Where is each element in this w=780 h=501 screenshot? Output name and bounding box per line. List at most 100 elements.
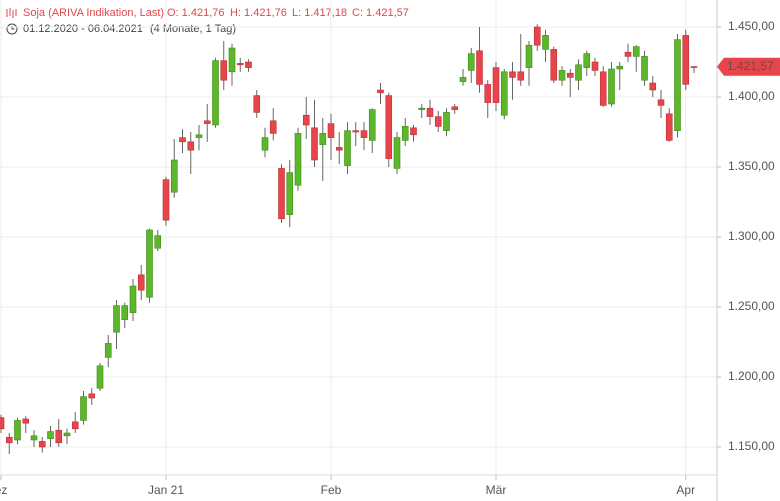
- candle-body: [599, 71, 607, 106]
- candle-body: [624, 51, 632, 57]
- candle-body: [220, 60, 228, 81]
- candle-body: [500, 71, 508, 116]
- candle-body: [335, 147, 343, 151]
- candle-body: [649, 82, 657, 91]
- candle-body: [195, 134, 203, 138]
- candle-body: [286, 172, 294, 215]
- x-tick-label: Jan 21: [148, 483, 184, 497]
- candle-body: [30, 435, 38, 441]
- candle-body: [121, 305, 129, 320]
- candle-body: [665, 113, 673, 141]
- candle-body: [38, 441, 46, 448]
- candle-body: [129, 285, 137, 313]
- candle-body: [22, 418, 30, 424]
- y-tick-label: 1.450,00: [728, 19, 775, 33]
- ohlc-close: C: 1.421,57: [352, 7, 409, 19]
- candle-body: [385, 95, 393, 159]
- candle-body: [278, 168, 285, 220]
- candle-body: [302, 114, 310, 126]
- candle-body: [80, 396, 87, 421]
- candle-body: [575, 64, 582, 81]
- candle-body: [533, 26, 541, 46]
- date-range: 01.12.2020 - 06.04.2021: [23, 23, 143, 35]
- candle-body: [401, 126, 409, 141]
- price-badge-label: 1.421,57: [727, 59, 774, 73]
- x-tick-label: Feb: [321, 483, 342, 497]
- candle-body: [55, 429, 63, 444]
- candle-body: [476, 50, 483, 85]
- candle-body: [187, 141, 195, 151]
- candle-body: [410, 127, 417, 136]
- candle-body: [641, 56, 648, 81]
- candle-body: [162, 179, 170, 221]
- candle-body: [137, 274, 145, 291]
- candle-body: [212, 60, 219, 126]
- ohlc-high: H: 1.421,76: [230, 7, 287, 19]
- candle-body: [566, 72, 574, 78]
- candle-body: [327, 123, 335, 138]
- candle-body: [360, 130, 368, 138]
- candle-body: [170, 159, 178, 193]
- candle-body: [113, 305, 120, 333]
- candle-body: [311, 127, 318, 161]
- candle-body: [294, 133, 302, 186]
- candle-body: [616, 65, 624, 70]
- clock-icon: [6, 23, 18, 35]
- candle-body: [228, 47, 236, 73]
- price-badge: [717, 57, 780, 76]
- candle-body: [253, 95, 261, 113]
- candle-body: [434, 116, 442, 127]
- candle-body: [179, 137, 186, 143]
- candle-body: [451, 106, 459, 110]
- candle-body: [509, 71, 516, 78]
- header: Soja (ARIVA Indikation, Last) O: 1.421,7…: [6, 7, 409, 35]
- ohlc-open: O: 1.421,76: [167, 7, 225, 19]
- x-tick-label: Apr: [676, 483, 695, 497]
- candle-body: [261, 137, 269, 151]
- x-tick-label: ez: [0, 483, 7, 497]
- candle-body: [426, 107, 434, 117]
- chart-icon: [6, 8, 17, 18]
- candle-body: [525, 44, 533, 68]
- candle-body: [71, 421, 79, 430]
- candle-body: [459, 77, 467, 82]
- candle-body: [690, 66, 698, 68]
- period: (4 Monate, 1 Tag): [150, 23, 236, 35]
- candle-body: [63, 432, 71, 437]
- y-tick-label: 1.300,00: [728, 229, 775, 243]
- candle-body: [583, 53, 591, 68]
- candle-body: [236, 63, 244, 66]
- candle-body: [418, 107, 426, 110]
- candle-body: [550, 49, 558, 81]
- candle-body: [657, 99, 665, 106]
- candle-body: [558, 70, 566, 81]
- candle-body: [319, 133, 327, 145]
- candle-body: [517, 71, 525, 81]
- candle-body: [47, 431, 54, 439]
- candle-body: [443, 112, 450, 131]
- candle-body: [104, 343, 112, 358]
- candle-body: [368, 109, 376, 141]
- candle-body: [96, 365, 104, 389]
- candle-body: [14, 420, 21, 441]
- candle-body: [146, 229, 153, 298]
- y-tick-label: 1.350,00: [728, 159, 775, 173]
- candle-body: [269, 120, 277, 134]
- candle-body: [377, 89, 384, 94]
- candle-body: [608, 68, 615, 105]
- candle-body: [467, 53, 475, 71]
- y-tick-label: 1.150,00: [728, 439, 775, 453]
- candle-body: [154, 235, 162, 249]
- candle-body: [632, 46, 640, 57]
- candle-body: [591, 61, 599, 71]
- candle-body: [674, 39, 681, 131]
- candle-body: [0, 417, 5, 430]
- y-tick-label: 1.200,00: [728, 369, 775, 383]
- candle-body: [393, 137, 401, 169]
- candle-body: [542, 35, 549, 50]
- candle-body: [352, 130, 360, 133]
- candle-body: [245, 61, 252, 68]
- candle-body: [484, 84, 492, 103]
- candle-body: [203, 120, 211, 124]
